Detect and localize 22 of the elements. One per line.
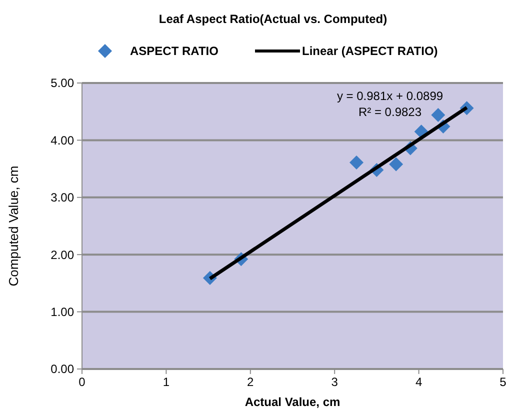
- point: [349, 156, 364, 170]
- chart-title: Leaf Aspect Ratio(Actual vs. Computed): [158, 12, 388, 26]
- y-tick-label: 5.00: [50, 76, 74, 90]
- y-tick-label: 1.00: [50, 305, 74, 319]
- y-tick-label: 0.00: [50, 362, 74, 376]
- x-tick-label: 5: [500, 375, 506, 389]
- x-axis-title: Actual Value, cm: [244, 395, 340, 409]
- y-tick-label: 3.00: [50, 190, 74, 205]
- y-tick-label: 2.00: [50, 248, 74, 262]
- x-tick-label: 1: [162, 375, 170, 389]
- legend-label: ASPECT RATIO: [130, 44, 218, 58]
- point: [389, 157, 404, 172]
- x-tick-label: 2: [247, 375, 254, 389]
- annotation: R² = 0.9823: [358, 105, 422, 119]
- x-tick-label: 4: [415, 375, 422, 389]
- x-tick-label: 3: [331, 375, 338, 389]
- annotation: y = 0.981x + 0.0899: [336, 89, 444, 103]
- point: [431, 108, 446, 122]
- x-tick-label: 0: [78, 375, 86, 389]
- y-axis-title: Computed Value, cm: [6, 166, 21, 286]
- legend-label: Linear (ASPECT RATIO): [302, 44, 438, 58]
- y-tick-label: 4.00: [50, 133, 74, 148]
